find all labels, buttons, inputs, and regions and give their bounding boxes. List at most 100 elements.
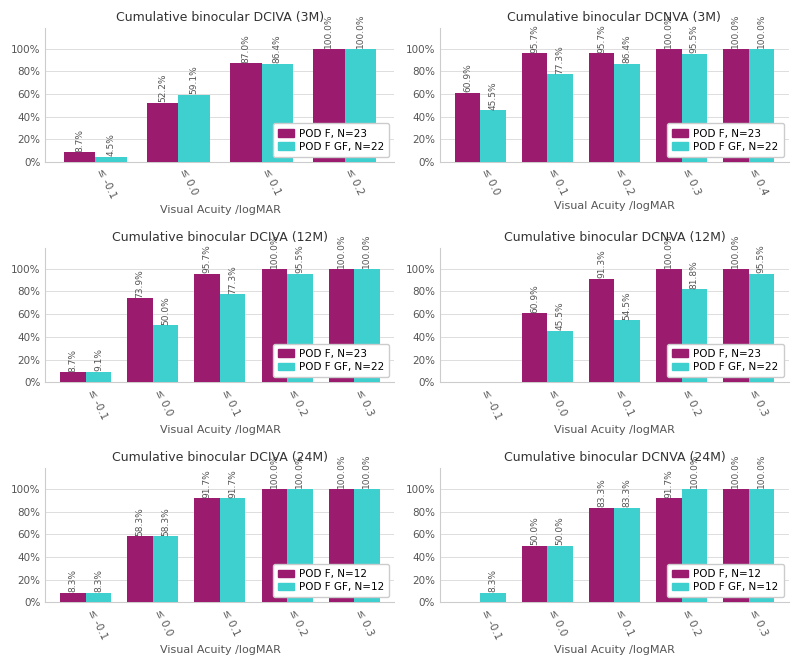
Bar bbox=[547, 75, 573, 162]
Bar bbox=[454, 93, 480, 162]
Bar bbox=[614, 507, 640, 603]
Bar bbox=[287, 489, 313, 603]
Legend: POD F, N=23, POD F GF, N=22: POD F, N=23, POD F GF, N=22 bbox=[667, 344, 784, 377]
Legend: POD F, N=23, POD F GF, N=22: POD F, N=23, POD F GF, N=22 bbox=[667, 123, 784, 157]
Text: 95.7%: 95.7% bbox=[530, 24, 539, 53]
Text: 100.0%: 100.0% bbox=[757, 454, 766, 488]
Text: 9.1%: 9.1% bbox=[94, 348, 103, 372]
Bar bbox=[522, 53, 547, 162]
Bar bbox=[723, 489, 749, 603]
Bar bbox=[547, 545, 573, 603]
Text: 8.7%: 8.7% bbox=[75, 129, 84, 152]
Text: 50.0%: 50.0% bbox=[555, 516, 565, 545]
X-axis label: Visual Acuity /logMAR: Visual Acuity /logMAR bbox=[159, 204, 280, 214]
Bar bbox=[153, 536, 178, 603]
Text: 50.0%: 50.0% bbox=[530, 516, 539, 545]
Text: 86.4%: 86.4% bbox=[622, 35, 632, 63]
Text: 91.7%: 91.7% bbox=[202, 469, 212, 498]
Text: 100.0%: 100.0% bbox=[356, 13, 365, 48]
Text: 95.5%: 95.5% bbox=[757, 244, 766, 273]
Text: 91.7%: 91.7% bbox=[664, 469, 674, 498]
Text: 100.0%: 100.0% bbox=[270, 454, 279, 488]
Bar bbox=[723, 268, 749, 382]
Bar bbox=[656, 49, 682, 162]
Text: 100.0%: 100.0% bbox=[731, 13, 740, 48]
Text: 77.3%: 77.3% bbox=[555, 45, 565, 74]
Bar bbox=[147, 103, 178, 162]
Text: 100.0%: 100.0% bbox=[690, 454, 698, 488]
Bar bbox=[220, 498, 246, 603]
Text: 60.9%: 60.9% bbox=[463, 64, 472, 93]
Title: Cumulative binocular DCIVA (12M): Cumulative binocular DCIVA (12M) bbox=[112, 231, 328, 244]
Text: 100.0%: 100.0% bbox=[664, 13, 674, 48]
Title: Cumulative binocular DCNVA (3M): Cumulative binocular DCNVA (3M) bbox=[507, 11, 722, 24]
Text: 77.3%: 77.3% bbox=[228, 265, 238, 294]
Text: 100.0%: 100.0% bbox=[731, 234, 740, 268]
Bar bbox=[656, 268, 682, 382]
Bar bbox=[178, 95, 210, 162]
Text: 100.0%: 100.0% bbox=[664, 234, 674, 268]
Legend: POD F, N=23, POD F GF, N=22: POD F, N=23, POD F GF, N=22 bbox=[273, 123, 390, 157]
Bar bbox=[262, 489, 287, 603]
Title: Cumulative binocular DCNVA (12M): Cumulative binocular DCNVA (12M) bbox=[503, 231, 726, 244]
Text: 4.5%: 4.5% bbox=[106, 134, 116, 157]
Bar bbox=[614, 320, 640, 382]
Bar bbox=[287, 274, 313, 382]
Text: 91.3%: 91.3% bbox=[597, 249, 606, 278]
Text: 8.3%: 8.3% bbox=[94, 569, 103, 593]
Bar bbox=[682, 289, 707, 382]
Text: 86.4%: 86.4% bbox=[273, 35, 282, 63]
Bar bbox=[547, 330, 573, 382]
Text: 100.0%: 100.0% bbox=[757, 13, 766, 48]
Bar bbox=[127, 536, 153, 603]
Text: 95.7%: 95.7% bbox=[597, 24, 606, 53]
Bar bbox=[262, 64, 293, 162]
Title: Cumulative binocular DCNVA (24M): Cumulative binocular DCNVA (24M) bbox=[503, 452, 726, 464]
Bar bbox=[194, 498, 220, 603]
Bar bbox=[480, 111, 506, 162]
Text: 100.0%: 100.0% bbox=[731, 454, 740, 488]
Text: 81.8%: 81.8% bbox=[690, 260, 698, 289]
Text: 73.9%: 73.9% bbox=[135, 269, 145, 298]
Bar bbox=[589, 53, 614, 162]
Bar bbox=[64, 153, 95, 162]
Bar bbox=[682, 54, 707, 162]
Text: 100.0%: 100.0% bbox=[337, 454, 346, 488]
Bar bbox=[329, 489, 354, 603]
X-axis label: Visual Acuity /logMAR: Visual Acuity /logMAR bbox=[554, 201, 675, 211]
Bar bbox=[220, 294, 246, 382]
Bar bbox=[127, 298, 153, 382]
Legend: POD F, N=23, POD F GF, N=22: POD F, N=23, POD F GF, N=22 bbox=[273, 344, 390, 377]
Text: 100.0%: 100.0% bbox=[362, 454, 371, 488]
Bar bbox=[354, 489, 380, 603]
Bar bbox=[329, 268, 354, 382]
Text: 91.7%: 91.7% bbox=[228, 469, 238, 498]
Text: 95.5%: 95.5% bbox=[690, 24, 698, 53]
Bar bbox=[656, 498, 682, 603]
X-axis label: Visual Acuity /logMAR: Visual Acuity /logMAR bbox=[554, 645, 675, 655]
Bar bbox=[522, 313, 547, 382]
Title: Cumulative binocular DCIVA (24M): Cumulative binocular DCIVA (24M) bbox=[112, 452, 328, 464]
Text: 58.3%: 58.3% bbox=[135, 507, 145, 535]
Bar bbox=[749, 274, 774, 382]
Bar bbox=[262, 268, 287, 382]
Text: 54.5%: 54.5% bbox=[622, 291, 632, 320]
Text: 95.5%: 95.5% bbox=[295, 244, 304, 273]
Bar bbox=[194, 274, 220, 382]
Text: 8.7%: 8.7% bbox=[69, 349, 78, 372]
Bar bbox=[95, 157, 127, 162]
Text: 95.7%: 95.7% bbox=[202, 244, 212, 273]
Text: 59.1%: 59.1% bbox=[190, 66, 198, 95]
Text: 60.9%: 60.9% bbox=[530, 284, 539, 312]
X-axis label: Visual Acuity /logMAR: Visual Acuity /logMAR bbox=[554, 425, 675, 435]
Text: 100.0%: 100.0% bbox=[270, 234, 279, 268]
X-axis label: Visual Acuity /logMAR: Visual Acuity /logMAR bbox=[159, 425, 280, 435]
Bar bbox=[614, 64, 640, 162]
Text: 100.0%: 100.0% bbox=[337, 234, 346, 268]
Text: 52.2%: 52.2% bbox=[158, 74, 167, 103]
Text: 45.5%: 45.5% bbox=[555, 302, 565, 330]
Text: 58.3%: 58.3% bbox=[161, 507, 170, 535]
Legend: POD F, N=12, POD F GF, N=12: POD F, N=12, POD F GF, N=12 bbox=[273, 563, 390, 597]
Bar bbox=[723, 49, 749, 162]
Text: 87.0%: 87.0% bbox=[242, 34, 250, 63]
